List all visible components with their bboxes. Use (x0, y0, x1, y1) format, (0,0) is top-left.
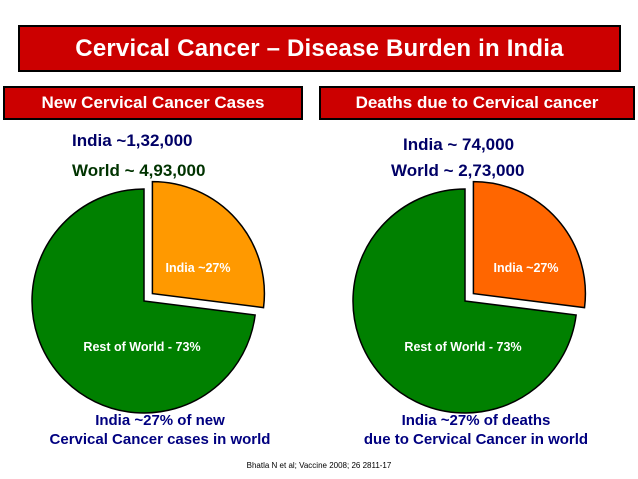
title-banner: Cervical Cancer – Disease Burden in Indi… (18, 25, 621, 72)
slice-label-india: India ~27% (494, 261, 559, 275)
cases-caption: India ~27% of new Cervical Cancer cases … (0, 411, 320, 449)
cases-world-stat: World ~ 4,93,000 (72, 161, 206, 180)
deaths-pie-chart: India ~27% Rest of World - 73% (352, 180, 587, 414)
deaths-caption-line2: due to Cervical Cancer in world (363, 431, 589, 448)
pie-slice-india (472, 180, 587, 309)
deaths-india-stat: India ~ 74,000 (403, 135, 515, 154)
slide-title: Cervical Cancer – Disease Burden in Indi… (75, 34, 564, 62)
slice-label-rest-of-world: Rest of World - 73% (404, 340, 521, 354)
cases-india-stat: India ~1,32,000 (72, 131, 193, 150)
cases-header: New Cervical Cancer Cases (3, 86, 303, 120)
pie-slice-rest-of-world (352, 188, 577, 414)
slice-label-rest-of-world: Rest of World - 73% (83, 340, 200, 354)
deaths-world-stat: World ~ 2,73,000 (391, 161, 525, 180)
slice-label-india: India ~27% (166, 261, 231, 275)
pie-slice-india (151, 180, 266, 309)
deaths-header: Deaths due to Cervical cancer (319, 86, 635, 120)
deaths-caption: India ~27% of deaths due to Cervical Can… (316, 411, 636, 449)
cases-caption-line1: India ~27% of new (95, 412, 225, 429)
cases-pie-chart: India ~27% Rest of World - 73% (31, 180, 266, 414)
deaths-caption-line1: India ~27% of deaths (401, 412, 551, 429)
pie-slice-rest-of-world (31, 188, 256, 414)
cases-caption-line2: Cervical Cancer cases in world (49, 431, 271, 448)
reference-note: Bhatla N et al; Vaccine 2008; 26 2811-17 (246, 461, 392, 470)
